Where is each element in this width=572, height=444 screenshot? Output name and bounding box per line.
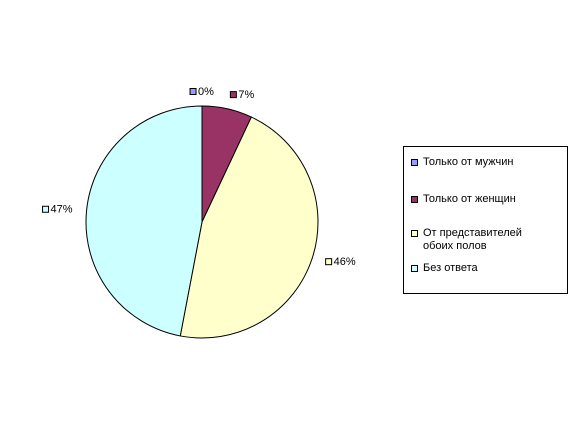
data-label: 7%: [238, 89, 254, 101]
pie-slice: [179, 116, 319, 339]
legend-label: Без ответа: [423, 262, 478, 274]
legend-swatch: [411, 159, 418, 166]
legend-swatch: [411, 196, 418, 203]
legend-label: Только от мужчин: [423, 156, 514, 168]
legend: Только от мужчин Только от женщин От предс…: [403, 146, 568, 294]
legend-label: Только от женщин: [423, 193, 516, 205]
pie-slice: [85, 105, 203, 337]
label-swatch: [42, 205, 50, 213]
data-label: 46%: [334, 256, 356, 268]
legend-label: От представителей обоих полов: [423, 227, 522, 252]
data-label: 47%: [51, 204, 73, 216]
legend-swatch: [411, 265, 418, 272]
label-swatch: [229, 91, 237, 99]
legend-swatch: [411, 230, 418, 237]
data-label: 0%: [198, 86, 214, 98]
label-swatch: [189, 88, 197, 95]
label-swatch: [325, 258, 333, 266]
